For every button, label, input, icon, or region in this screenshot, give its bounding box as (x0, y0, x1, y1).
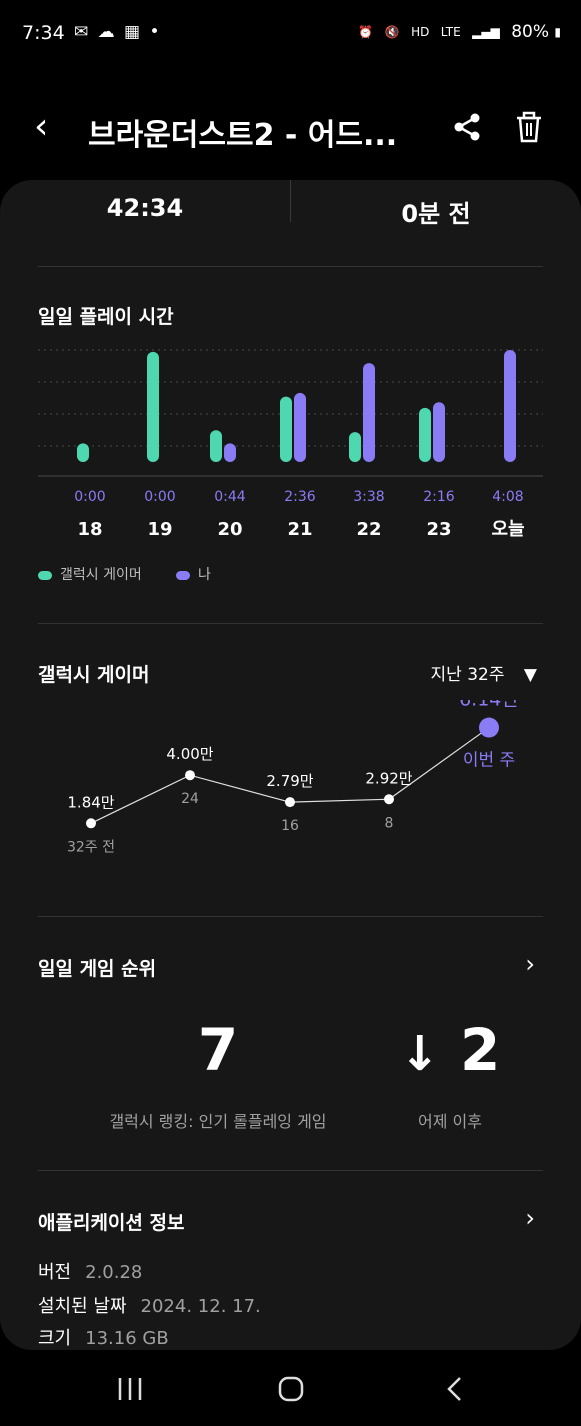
trend-point (384, 794, 394, 805)
page-title: 브라운더스트2 - 어드... (88, 118, 398, 153)
bar-value-label: 0:00 (144, 489, 175, 505)
bar-value-label: 2:16 (423, 489, 455, 505)
back-nav-icon[interactable] (444, 1376, 468, 1404)
trend-x-label: 이번 주 (463, 751, 515, 771)
status-time: 7:34 (22, 22, 65, 44)
rank-change: ↓ 2 (399, 1016, 501, 1084)
bar-category-label: 20 (217, 519, 242, 540)
trend-x-label: 8 (385, 815, 394, 831)
notification-icons: ✉ ☁ ▦ • (74, 22, 162, 42)
status-bar: 7:34 ✉ ☁ ▦ • ⏰ 🔇 HD LTE ▂▄▆ 80% ▮ (0, 0, 581, 68)
rank-number: 7 (197, 1016, 239, 1084)
trend-point (86, 818, 96, 829)
trend-x-label: 32주 전 (67, 839, 115, 855)
home-icon[interactable] (278, 1376, 306, 1404)
legend-me: 나 (176, 564, 211, 584)
trend-value-label: 2.79만 (266, 772, 313, 790)
stat-divider (290, 180, 291, 222)
system-nav-bar (0, 1350, 581, 1426)
trend-value-label: 2.92만 (365, 769, 412, 787)
bar-category-label: 22 (356, 519, 381, 540)
legend-swatch (38, 570, 52, 580)
app-header: ‹ 브라운더스트2 - 어드... (0, 96, 581, 166)
trend-point (479, 717, 499, 738)
bar-category-label: 23 (426, 519, 451, 540)
recent-apps-icon[interactable] (116, 1376, 146, 1402)
mute-icon: 🔇 (384, 25, 400, 39)
share-icon[interactable] (450, 110, 484, 144)
trend-point (285, 797, 295, 808)
period-dropdown[interactable]: 지난 32주 ▼ (430, 665, 537, 685)
bar-me (433, 402, 445, 462)
bar-galaxy-gamer (77, 443, 89, 462)
bar-galaxy-gamer (147, 351, 159, 462)
bar-value-label: 0:00 (74, 489, 105, 505)
bar-me (363, 363, 375, 462)
daily-play-title: 일일 플레이 시간 (38, 306, 174, 328)
bar-me (224, 443, 236, 462)
rank-change-label: 어제 이후 (418, 1112, 482, 1131)
divider (38, 266, 543, 267)
alarm-icon: ⏰ (358, 25, 374, 39)
galaxy-gamer-title: 갤럭시 게이머 (38, 664, 150, 686)
bar-galaxy-gamer (349, 432, 361, 462)
top-stats: 42:34 0분 전 (0, 180, 581, 264)
trend-point (185, 770, 195, 781)
daily-play-chart: 0:00 18 0:00 19 0:44 20 2:36 21 3:38 22 2:16 23 4:08… (38, 349, 543, 540)
battery-percent: 80% (511, 22, 549, 42)
divider (38, 916, 543, 917)
lte-icon: LTE (440, 25, 461, 39)
chevron-right-icon[interactable]: › (525, 1204, 535, 1232)
rank-label: 갤럭시 랭킹: 인기 롤플레잉 게임 (109, 1112, 327, 1131)
trend-x-label: 24 (181, 791, 199, 807)
bar-category-label: 19 (147, 519, 172, 540)
divider (38, 623, 543, 624)
divider (38, 1170, 543, 1171)
bar-value-label: 2:36 (284, 489, 316, 505)
last-played: 0분 전 (401, 200, 471, 228)
app-info-title[interactable]: 애플리케이션 정보 (38, 1212, 185, 1234)
bar-me (504, 350, 516, 462)
main-card: 42:34 0분 전 일일 플레이 시간 0:00 18 0:00 19 0:44 20 2… (0, 180, 581, 1350)
trend-x-label: 16 (281, 818, 299, 834)
info-size: 크기 13.16 GB (38, 1328, 169, 1349)
hd-voice-icon: HD (411, 25, 430, 39)
bar-galaxy-gamer (280, 396, 292, 462)
bar-galaxy-gamer (210, 430, 222, 462)
trend-value-label: 6.14만 (459, 700, 519, 711)
arrow-down-icon: ↓ (399, 1026, 440, 1082)
trend-value-label: 1.84만 (67, 793, 114, 811)
battery-icon: ▮ (554, 25, 561, 39)
weekly-line-chart: 1.84만 32주 전 4.00만 24 2.79만 16 2.92만 8 6.14만이번 주 (67, 700, 519, 855)
bar-galaxy-gamer (419, 407, 431, 462)
chevron-right-icon[interactable]: › (525, 950, 535, 978)
back-icon[interactable]: ‹ (34, 106, 49, 147)
bar-category-label: 21 (287, 519, 312, 540)
bar-value-label: 0:44 (214, 489, 246, 505)
bar-me (294, 392, 306, 462)
bar-category-label: 오늘 (491, 519, 524, 540)
bar-value-label: 3:38 (353, 489, 384, 505)
signal-icon: ▂▄▆ (472, 25, 500, 39)
trash-icon[interactable] (512, 110, 546, 144)
bar-value-label: 4:08 (492, 489, 523, 505)
bar-category-label: 18 (77, 519, 102, 540)
legend-swatch (176, 570, 190, 580)
play-duration: 42:34 (106, 194, 184, 222)
trend-value-label: 4.00만 (166, 745, 213, 763)
info-install-date: 설치된 날짜 2024. 12. 17. (38, 1296, 261, 1317)
dropdown-triangle-icon: ▼ (523, 665, 537, 685)
daily-rank-title[interactable]: 일일 게임 순위 (38, 958, 157, 980)
status-right: ⏰ 🔇 HD LTE ▂▄▆ 80% ▮ (358, 22, 567, 42)
info-version: 버전 2.0.28 (38, 1262, 143, 1283)
legend-galaxy: 갤럭시 게이머 (38, 564, 142, 584)
